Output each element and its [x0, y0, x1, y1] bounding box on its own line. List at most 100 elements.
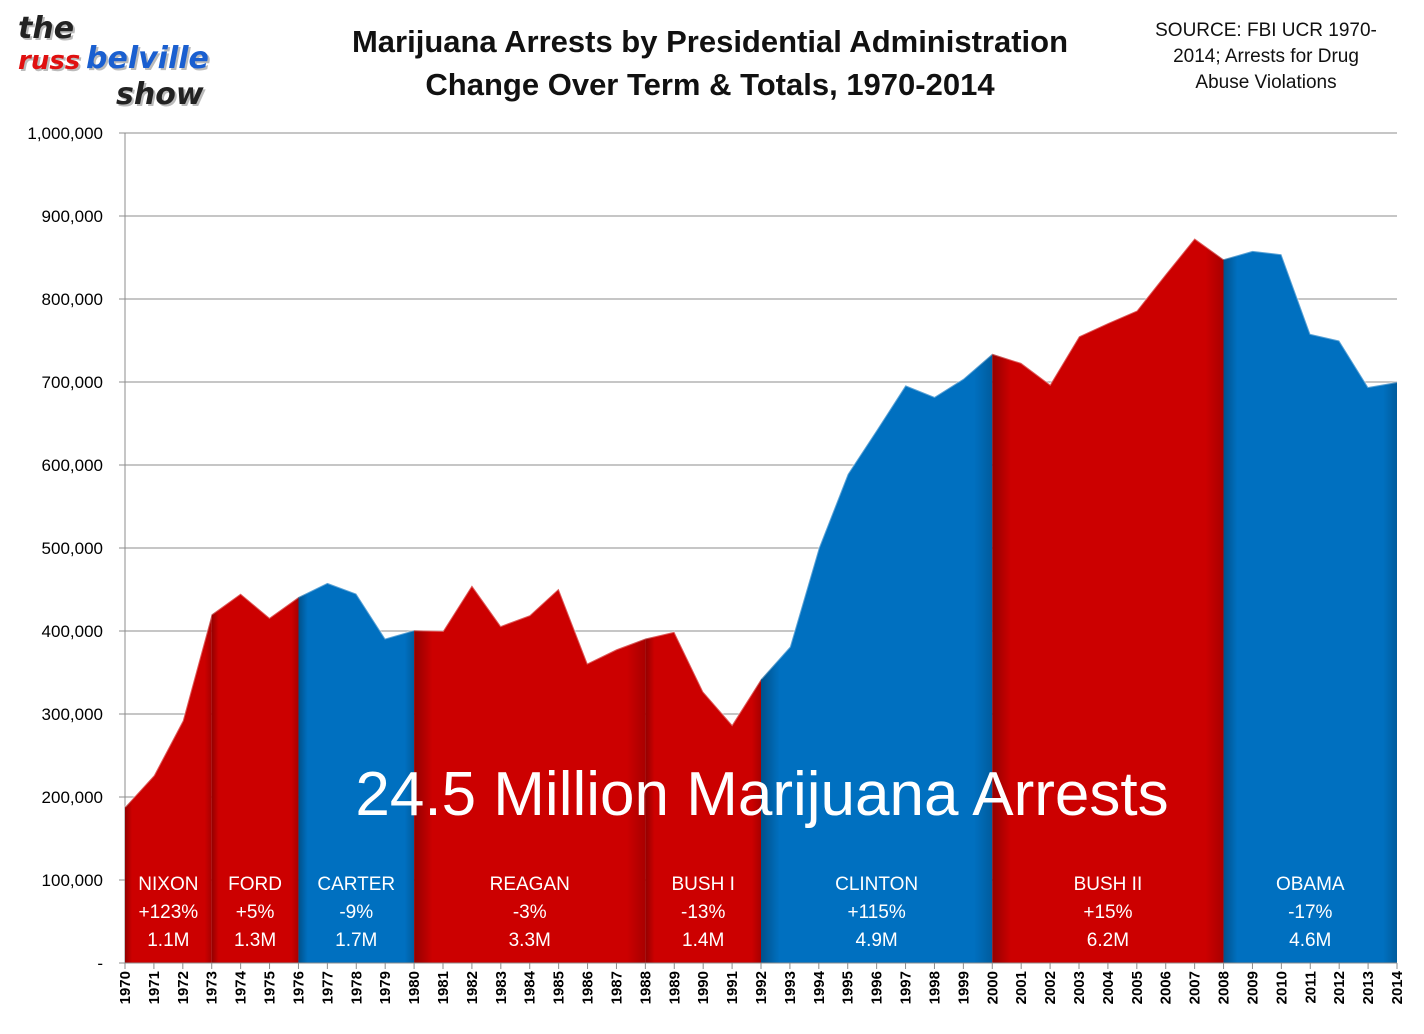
area-edge-bush-i — [645, 630, 762, 727]
x-tick-label: 1978 — [348, 971, 365, 1004]
admin-name-bush-i: BUSH I — [672, 874, 735, 895]
area-shading-nixon — [125, 614, 212, 963]
chart-title-line2: Change Over Term & Totals, 1970-2014 — [425, 67, 995, 102]
x-tick-label: 1994 — [811, 970, 828, 1004]
x-tick-label: 2005 — [1129, 971, 1146, 1004]
y-tick-label: 400,000 — [42, 622, 103, 641]
x-tick-label: 1975 — [262, 971, 279, 1004]
x-tick-label: 1990 — [695, 971, 712, 1004]
source-line2: 2014; Arrests for Drug — [1173, 46, 1359, 67]
y-tick-label: 700,000 — [42, 373, 103, 392]
x-tick-label: 1979 — [377, 971, 394, 1004]
x-tick-label: 2003 — [1071, 971, 1088, 1004]
admin-change-reagan: -3% — [513, 902, 547, 923]
x-tick-label: 1983 — [493, 971, 510, 1004]
x-tick-label: 2001 — [1013, 971, 1030, 1004]
x-tick-label: 1992 — [753, 971, 770, 1004]
area-shading-ford — [211, 593, 299, 963]
y-tick-label: 800,000 — [42, 290, 103, 309]
admin-name-clinton: CLINTON — [835, 874, 918, 895]
x-tick-label: 2006 — [1158, 971, 1175, 1004]
logo-russ: russ — [18, 46, 81, 76]
x-tick-label: 1985 — [551, 971, 568, 1004]
x-tick-label: 1977 — [319, 971, 336, 1004]
x-tick-label: 1999 — [955, 971, 972, 1004]
x-tick-label: 1998 — [926, 971, 943, 1004]
admin-total-obama: 4.6M — [1289, 930, 1331, 951]
y-tick-label: 900,000 — [42, 207, 103, 226]
admin-total-ford: 1.3M — [234, 930, 276, 951]
admin-name-bush-ii: BUSH II — [1074, 874, 1143, 895]
x-tick-label: 1970 — [117, 971, 134, 1004]
x-tick-label: 1993 — [782, 971, 799, 1004]
x-tick-label: 1988 — [637, 971, 654, 1004]
x-tick-label: 1986 — [580, 971, 597, 1004]
admin-total-bush-ii: 6.2M — [1087, 930, 1129, 951]
administration-areas — [124, 237, 1398, 963]
y-axis: - 100,000 200,000 300,000 400,000 500,000 600,… — [27, 124, 126, 973]
x-tick-label: 2002 — [1042, 971, 1059, 1004]
y-tick-label: 600,000 — [42, 456, 103, 475]
x-tick-label: 2011 — [1302, 971, 1319, 1004]
admin-change-bush-i: -13% — [681, 902, 725, 923]
y-tick-label: 500,000 — [42, 539, 103, 558]
area-shading-bush-i — [645, 631, 761, 963]
admin-name-obama: OBAMA — [1276, 874, 1345, 895]
x-tick-label: 1976 — [290, 971, 307, 1004]
admin-total-clinton: 4.9M — [856, 930, 898, 951]
x-tick-label: 1981 — [435, 971, 452, 1004]
x-tick-label: 1971 — [146, 971, 163, 1004]
area-shading-clinton — [761, 353, 993, 963]
y-tick-label: - — [97, 954, 103, 973]
x-tick-label: 1980 — [406, 971, 423, 1004]
source-note: SOURCE: FBI UCR 1970- 2014; Arrests for … — [1140, 18, 1392, 96]
x-tick-label: 1973 — [204, 971, 221, 1004]
y-tick-label: 200,000 — [42, 788, 103, 807]
y-tick-label: 1,000,000 — [27, 124, 103, 143]
admin-name-nixon: NIXON — [138, 874, 198, 895]
logo-the: the — [18, 11, 75, 46]
y-tick-label: 300,000 — [42, 705, 103, 724]
admin-total-reagan: 3.3M — [509, 930, 551, 951]
admin-change-nixon: +123% — [139, 902, 199, 923]
x-tick-label: 1995 — [840, 971, 857, 1004]
logo-show: show — [116, 77, 204, 112]
area-edge-nixon — [124, 614, 213, 808]
x-axis: 1970 1971 1972 1973 1974 1975 1976 1977 1978 1979… — [117, 962, 1406, 1004]
area-edge-clinton — [760, 353, 993, 680]
area-edge-ford — [211, 592, 300, 619]
administration-labels: NIXON +123% 1.1M FORD +5% 1.3M CARTER -9% 1.7M RE… — [138, 874, 1345, 951]
admin-total-nixon: 1.1M — [147, 930, 189, 951]
admin-change-carter: -9% — [339, 902, 373, 923]
admin-change-clinton: +115% — [847, 902, 905, 923]
x-tick-label: 2010 — [1273, 971, 1290, 1004]
source-line1: SOURCE: FBI UCR 1970- — [1155, 20, 1377, 41]
admin-name-reagan: REAGAN — [490, 874, 570, 895]
x-tick-label: 1989 — [666, 971, 683, 1004]
x-tick-label: 2000 — [984, 971, 1001, 1004]
x-tick-label: 1984 — [522, 970, 539, 1004]
x-tick-label: 2013 — [1360, 971, 1377, 1004]
x-tick-label: 1996 — [869, 971, 886, 1004]
x-tick-label: 2009 — [1244, 971, 1261, 1004]
area-edge-reagan — [414, 583, 646, 665]
x-tick-label: 1972 — [175, 971, 192, 1004]
source-line3: Abuse Violations — [1195, 72, 1337, 93]
area-edge-carter — [298, 581, 415, 640]
x-tick-label: 2004 — [1100, 970, 1117, 1004]
x-tick-label: 1987 — [608, 971, 625, 1004]
admin-name-carter: CARTER — [317, 874, 395, 895]
x-tick-label: 2012 — [1331, 971, 1348, 1004]
x-tick-label: 2007 — [1187, 971, 1204, 1004]
x-tick-label: 1997 — [898, 971, 915, 1004]
area-edge-bush-ii — [991, 237, 1225, 386]
admin-change-bush-ii: +15% — [1083, 902, 1132, 923]
area-shading-obama — [1223, 250, 1397, 963]
area-shading-bush-ii — [992, 238, 1224, 963]
total-arrests-annotation: 24.5 Million Marijuana Arrests — [355, 760, 1168, 829]
area-edge-obama — [1223, 249, 1398, 389]
x-tick-label: 2014 — [1389, 970, 1406, 1004]
chart-title-line1: Marijuana Arrests by Presidential Admini… — [351, 24, 1069, 59]
x-tick-label: 1991 — [724, 971, 741, 1004]
